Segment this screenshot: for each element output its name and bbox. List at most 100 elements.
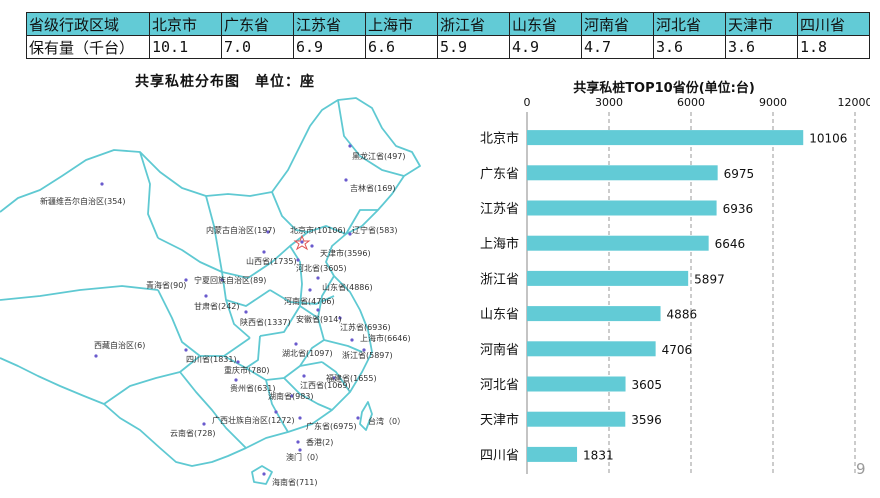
map-label-qinghai: 青海省(90): [146, 281, 187, 290]
bar-河北省: [527, 376, 626, 392]
stock-value-cell: 3.6: [653, 35, 726, 59]
map-dot-shandong: [316, 276, 320, 280]
bar-浙江省: [527, 270, 689, 286]
country-outline: [0, 97, 421, 467]
stock-value-cell: 4.7: [581, 35, 654, 59]
value-label: 3596: [631, 413, 662, 427]
stock-value-cell: 7.0: [221, 35, 294, 59]
stock-value-cell: 10.1: [149, 35, 222, 59]
map-label-taiwan: 台湾（0）: [368, 417, 406, 426]
x-tick-label: 6000: [677, 96, 705, 109]
bar-上海市: [527, 235, 709, 251]
map-dot-hainan: [262, 472, 266, 476]
map-label-neimenggu: 内蒙古自治区(197): [206, 226, 276, 235]
map-dot-shaanxi: [244, 310, 248, 314]
category-label: 天津市: [480, 412, 519, 428]
map-dot-tianjin: [310, 244, 314, 248]
map-label-jiangsu: 江苏省(6936): [340, 323, 391, 332]
map-label-jilin: 吉林省(169): [350, 184, 396, 193]
region-cell: 四川省: [797, 12, 870, 36]
map-dot-zhejiang: [362, 348, 366, 352]
map-label-beijing: 北京市(10106): [290, 226, 346, 235]
region-cell: 河南省: [581, 12, 654, 36]
map-label-aomen: 澳门（0）: [286, 453, 324, 462]
map-label-ningxia: 宁夏回族自治区(89): [194, 276, 267, 285]
stock-value-cell: 5.9: [437, 35, 510, 59]
map-label-hainan: 海南省(711): [272, 478, 318, 487]
category-label: 浙江省: [480, 272, 519, 287]
map-dot-hebei: [296, 258, 300, 262]
map-dot-yunnan: [202, 422, 206, 426]
map-dot-jiangsu: [338, 316, 342, 320]
map-label-shandong: 山东省(4886): [322, 283, 373, 292]
map-dot-fujian: [332, 376, 336, 380]
value-label: 4886: [667, 308, 698, 322]
region-cell: 河北省: [653, 12, 726, 36]
bar-河南省: [527, 341, 656, 357]
map-labels: 黑龙江省(497) 吉林省(169) 新疆维吾尔自治区(354) 内蒙古自治区(…: [40, 152, 411, 487]
map-label-hebei: 河北省(3605): [296, 264, 347, 273]
map-dot-chongqing: [236, 360, 240, 364]
stock-value-cell: 6.6: [365, 35, 438, 59]
map-dot-hubei: [294, 342, 298, 346]
category-label: 上海市: [480, 236, 519, 252]
category-label: 北京市: [480, 131, 519, 147]
map-dot-aomen: [298, 448, 302, 452]
region-cell: 天津市: [725, 12, 798, 36]
category-label: 四川省: [480, 448, 519, 463]
stock-value-cell: 4.9: [509, 35, 582, 59]
page-number: 9: [856, 460, 866, 478]
map-dot-xianggang: [296, 440, 300, 444]
x-tick-label: 9000: [759, 96, 787, 109]
map-label-tianjin: 天津市(3596): [320, 249, 371, 258]
map-dot-ningxia: [220, 278, 224, 282]
china-map: [0, 97, 421, 485]
hainan-outline: [251, 465, 273, 485]
taiwan-outline: [359, 401, 373, 431]
stock-value-cell: 3.6: [725, 35, 798, 59]
map-label-guangxi: 广西壮族自治区(1272): [212, 416, 295, 425]
map-label-sichuan: 四川省(1831): [186, 355, 237, 364]
value-label: 5897: [694, 272, 725, 286]
map-label-shanghai: 上海市(6646): [360, 334, 411, 343]
map-dot-anhui: [316, 308, 320, 312]
capital-star-marker: [293, 234, 311, 251]
map-dot-gansu: [204, 294, 208, 298]
category-label: 山东省: [480, 308, 519, 323]
map-label-gansu: 甘肃省(242): [194, 302, 240, 311]
map-label-shaanxi: 陕西省(1337): [240, 318, 291, 327]
map-dot-xinjiang: [100, 182, 104, 186]
category-label: 河北省: [480, 378, 519, 393]
top10-bar-chart: 共享私桩TOP10省份(单位:台) 0 3000 6000 9000 12000 北京市…: [480, 80, 870, 474]
map-dot-xizang: [94, 354, 98, 358]
map-label-hubei: 湖北省(1097): [282, 349, 333, 358]
map-dot-henan: [308, 288, 312, 292]
region-header-label: 省级行政区域: [26, 12, 150, 36]
value-label: 1831: [583, 448, 614, 462]
map-dot-sichuan: [184, 348, 188, 352]
category-label: 江苏省: [480, 201, 519, 217]
map-label-heilongjiang: 黑龙江省(497): [352, 152, 406, 161]
bar-山东省: [527, 306, 661, 322]
map-label-xinjiang: 新疆维吾尔自治区(354): [40, 197, 126, 206]
map-dot-taiwan: [356, 416, 360, 420]
map-dot-jiangxi: [302, 374, 306, 378]
map-label-xianggang: 香港(2): [306, 438, 334, 447]
map-label-shanxi: 山西省(1735): [246, 257, 297, 266]
map-dot-neimenggu: [266, 230, 270, 234]
stock-value-label: 保有量（千台）: [26, 35, 150, 59]
map-label-fujian: 福建省(1655): [326, 374, 377, 383]
map-label-guizhou: 贵州省(631): [230, 384, 276, 393]
value-label: 4706: [662, 343, 693, 357]
map-dot-guangxi: [274, 410, 278, 414]
map-dot-liaoning: [348, 232, 352, 236]
region-stock-table: 省级行政区域 北京市 广东省 江苏省 上海市 浙江省 山东省 河南省 河北省 天…: [26, 12, 870, 59]
map-label-xizang: 西藏自治区(6): [94, 341, 146, 350]
bar-广东省: [527, 165, 718, 181]
region-header-row: 省级行政区域 北京市 广东省 江苏省 上海市 浙江省 山东省 河南省 河北省 天…: [26, 12, 870, 36]
value-label: 6936: [723, 202, 754, 216]
map-dot-guizhou: [234, 378, 238, 382]
value-label: 3605: [632, 378, 663, 392]
map-dot-qinghai: [184, 278, 188, 282]
category-label: 广东省: [480, 167, 519, 182]
